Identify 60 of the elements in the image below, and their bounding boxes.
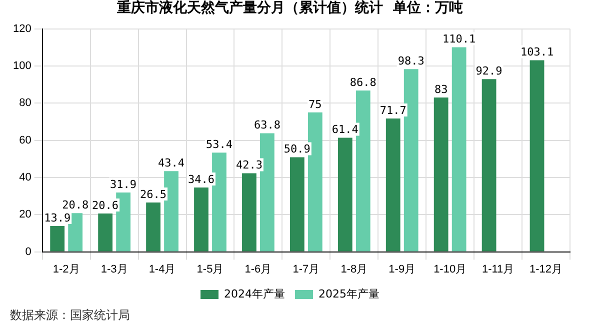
legend-label: 2024年产量 [224,287,286,300]
y-tick-label: 40 [19,172,32,184]
chart-title: 重庆市液化天然气产量分月（累计值）统计 单位：万吨 [116,0,463,16]
bar [338,138,352,252]
data-label: 34.6 [188,172,214,186]
bar [290,157,304,252]
bar [260,133,274,252]
x-tick-label: 1-4月 [148,263,176,276]
data-label: 42.3 [236,158,262,172]
x-tick-label: 1-9月 [388,263,416,276]
bar [164,171,178,252]
data-label: 71.7 [380,104,406,117]
bar [50,226,65,252]
x-tick-label: 1-6月 [244,263,272,276]
bar [242,173,256,252]
y-tick-label: 60 [19,134,32,146]
x-tick-label: 1-7月 [292,263,320,276]
bar [386,118,400,252]
source-note: 数据来源：国家统计局 [10,307,130,324]
bar [452,47,466,252]
bar [212,152,226,252]
data-label: 61.4 [332,123,359,136]
data-label: 98.3 [398,54,424,68]
bar [146,202,160,252]
bar [404,69,418,252]
bar [530,60,544,252]
bar [434,98,448,252]
data-label: 75 [308,98,322,111]
data-label: 13.9 [44,211,71,224]
data-label: 86.8 [350,76,376,89]
bar [482,79,496,252]
x-tick-label: 1-11月 [482,263,514,276]
x-tick-label: 1-8月 [340,263,368,276]
data-label: 50.9 [284,142,310,156]
data-label: 103.1 [520,46,554,59]
bar [116,192,130,252]
x-tick-label: 1-10月 [434,263,467,276]
x-tick-label: 1-3月 [100,263,128,276]
x-tick-label: 1-2月 [52,263,80,276]
x-tick-label: 1-12月 [530,263,563,276]
x-tick-label: 1-5月 [196,263,224,276]
data-label: 53.4 [206,138,233,151]
data-label: 43.4 [158,156,185,170]
y-tick-label: 0 [25,246,32,258]
data-label: 110.1 [442,32,476,46]
data-label: 92.9 [476,64,502,78]
bar [194,188,208,252]
y-tick-label: 100 [12,60,32,72]
data-label: 26.5 [140,188,167,201]
legend-label: 2025年产量 [318,287,380,300]
data-label: 20.6 [92,198,119,212]
y-tick-label: 120 [12,22,32,35]
y-tick-label: 20 [19,208,32,221]
bar [68,213,83,252]
data-label: 31.9 [110,178,137,191]
data-label: 63.8 [254,118,280,132]
data-label: 83 [434,82,448,96]
y-tick-label: 80 [19,97,32,110]
bar [98,214,113,252]
data-label: 20.8 [62,198,89,212]
